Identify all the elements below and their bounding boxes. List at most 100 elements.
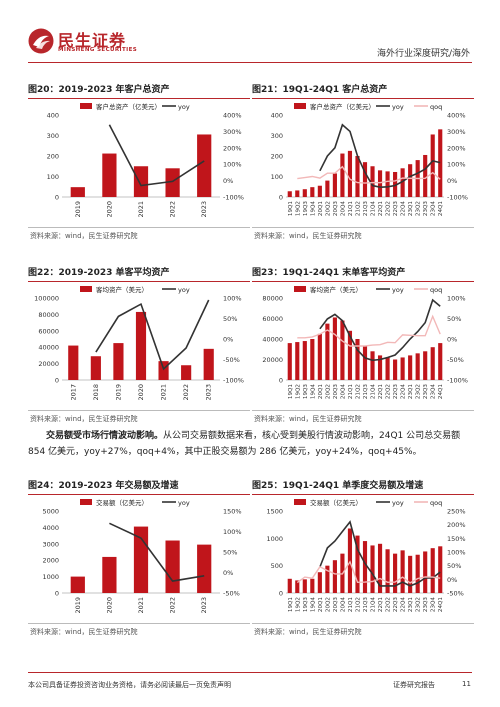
x-tick-label: 22Q2: [386, 384, 392, 399]
x-tick-label: 19Q1: [288, 201, 294, 217]
source-divider: [252, 227, 474, 228]
figure-title: 图24：2019-2023 年交易额及增速: [28, 478, 250, 495]
legend-entry: qoq: [414, 499, 442, 507]
bar: [393, 171, 398, 197]
y-tick-label: 4000: [42, 524, 59, 532]
legend-label: yoy: [178, 103, 190, 111]
y-tick-label: 200: [47, 153, 59, 161]
x-tick-label: 21Q4: [371, 384, 377, 400]
x-tick-label: 20Q4: [340, 384, 346, 400]
y-tick-label: 100: [271, 173, 283, 181]
x-tick-label: 2023: [200, 597, 208, 614]
bar: [295, 342, 300, 380]
bar: [325, 565, 330, 593]
x-tick-label: 24Q1: [438, 384, 444, 400]
bar: [302, 579, 307, 593]
legend-label: yoy: [392, 286, 404, 294]
figure-title: 图20：2019-2023 年客户总资产: [28, 82, 250, 99]
x-tick-label: 21Q3: [363, 597, 369, 613]
y2-tick-label: 50%: [447, 562, 461, 570]
legend-entry: yoy: [162, 499, 190, 507]
x-tick-label: 24Q1: [438, 201, 444, 217]
minsheng-logo-icon: [28, 28, 54, 54]
x-tick-label: 23Q2: [416, 384, 422, 399]
x-tick-label: 19Q4: [310, 384, 316, 400]
x-tick-label: 23Q3: [423, 201, 429, 217]
y2-tick-label: 50%: [447, 315, 461, 323]
bar: [347, 150, 353, 197]
bar: [102, 556, 117, 593]
bar: [332, 173, 337, 197]
x-tick-label: 23Q1: [408, 384, 414, 400]
y2-tick-label: 300%: [223, 128, 242, 136]
x-tick-label: 21Q1: [348, 201, 354, 217]
bar: [287, 191, 292, 197]
legend-entry: qoq: [414, 286, 442, 294]
y2-tick-label: 250%: [447, 508, 466, 516]
bar: [393, 359, 398, 380]
series-line-yoy: [109, 522, 205, 582]
legend-entry: 交易额（亿美元）: [294, 498, 362, 507]
page-header: 民生证券 MINSHENG SECURITIES 海外行业深度研究/海外: [0, 0, 500, 70]
bar: [102, 153, 117, 197]
y2-tick-label: 100%: [223, 295, 242, 303]
series-line-yoy: [108, 124, 205, 187]
bar: [317, 333, 322, 380]
x-tick-label: 22Q2: [386, 201, 392, 216]
bar: [438, 343, 443, 380]
bar: [332, 317, 337, 380]
legend-label: 客均资产（美元）: [96, 285, 148, 294]
report-section: 海外行业深度研究/海外: [376, 49, 470, 59]
legend-label: qoq: [430, 286, 442, 294]
x-tick-label: 20Q2: [325, 201, 331, 216]
y2-tick-label: 200%: [223, 144, 242, 152]
x-tick-label: 19Q4: [310, 597, 316, 613]
y-tick-label: 1000: [42, 573, 59, 581]
x-tick-label: 21Q1: [348, 597, 354, 613]
x-tick-label: 20Q2: [325, 384, 331, 399]
bar: [400, 168, 405, 197]
x-tick-label: 23Q4: [431, 384, 437, 400]
bar: [423, 351, 428, 380]
x-tick-label: 22Q2: [386, 597, 392, 612]
bar: [310, 339, 315, 380]
legend-entry: 客户总资产（亿美元）: [294, 102, 375, 111]
bar: [438, 546, 443, 593]
y-tick-label: 0: [279, 377, 283, 385]
x-tick-label: 20Q4: [340, 201, 346, 217]
bar: [438, 129, 443, 197]
y-tick-label: 0: [279, 590, 283, 598]
bar: [415, 353, 420, 380]
bar: [340, 320, 345, 380]
y2-tick-label: -100%: [223, 194, 244, 202]
x-tick-label: 19Q4: [310, 201, 316, 217]
y2-tick-label: -50%: [223, 590, 240, 598]
bar: [70, 187, 85, 197]
series-line-qoq: [297, 314, 441, 347]
x-tick-label: 19Q2: [295, 384, 301, 399]
bar: [362, 162, 368, 197]
source-divider: [28, 623, 250, 624]
x-tick-label: 20Q3: [333, 597, 339, 613]
legend-label: yoy: [392, 103, 404, 111]
figure-source: 资料来源：wind，民生证券研究院: [254, 415, 362, 423]
x-tick-label: 19Q2: [295, 597, 301, 612]
figure-title: 图22：2019-2023 单客平均资产: [28, 265, 250, 282]
bar: [68, 345, 79, 380]
y2-tick-label: 300%: [447, 128, 466, 136]
x-tick-label: 22Q3: [393, 201, 399, 217]
bar: [355, 156, 360, 197]
bar: [113, 343, 124, 380]
x-tick-label: 2019: [74, 597, 82, 614]
figure-source: 资料来源：wind，民生证券研究院: [254, 628, 362, 636]
x-tick-label: 2020: [105, 201, 113, 218]
bar: [400, 550, 405, 593]
bar: [302, 189, 307, 197]
legend-label: qoq: [430, 103, 442, 111]
x-tick-label: 2021: [160, 384, 168, 401]
x-tick-label: 19Q3: [303, 597, 309, 613]
body-paragraph: 交易额受市场行情波动影响。从公司交易额数据来看，核心受到美股行情波动影响，24Q…: [28, 428, 472, 460]
x-tick-label: 21Q2: [355, 384, 361, 399]
bar: [181, 365, 192, 380]
y2-tick-label: -100%: [447, 194, 468, 202]
